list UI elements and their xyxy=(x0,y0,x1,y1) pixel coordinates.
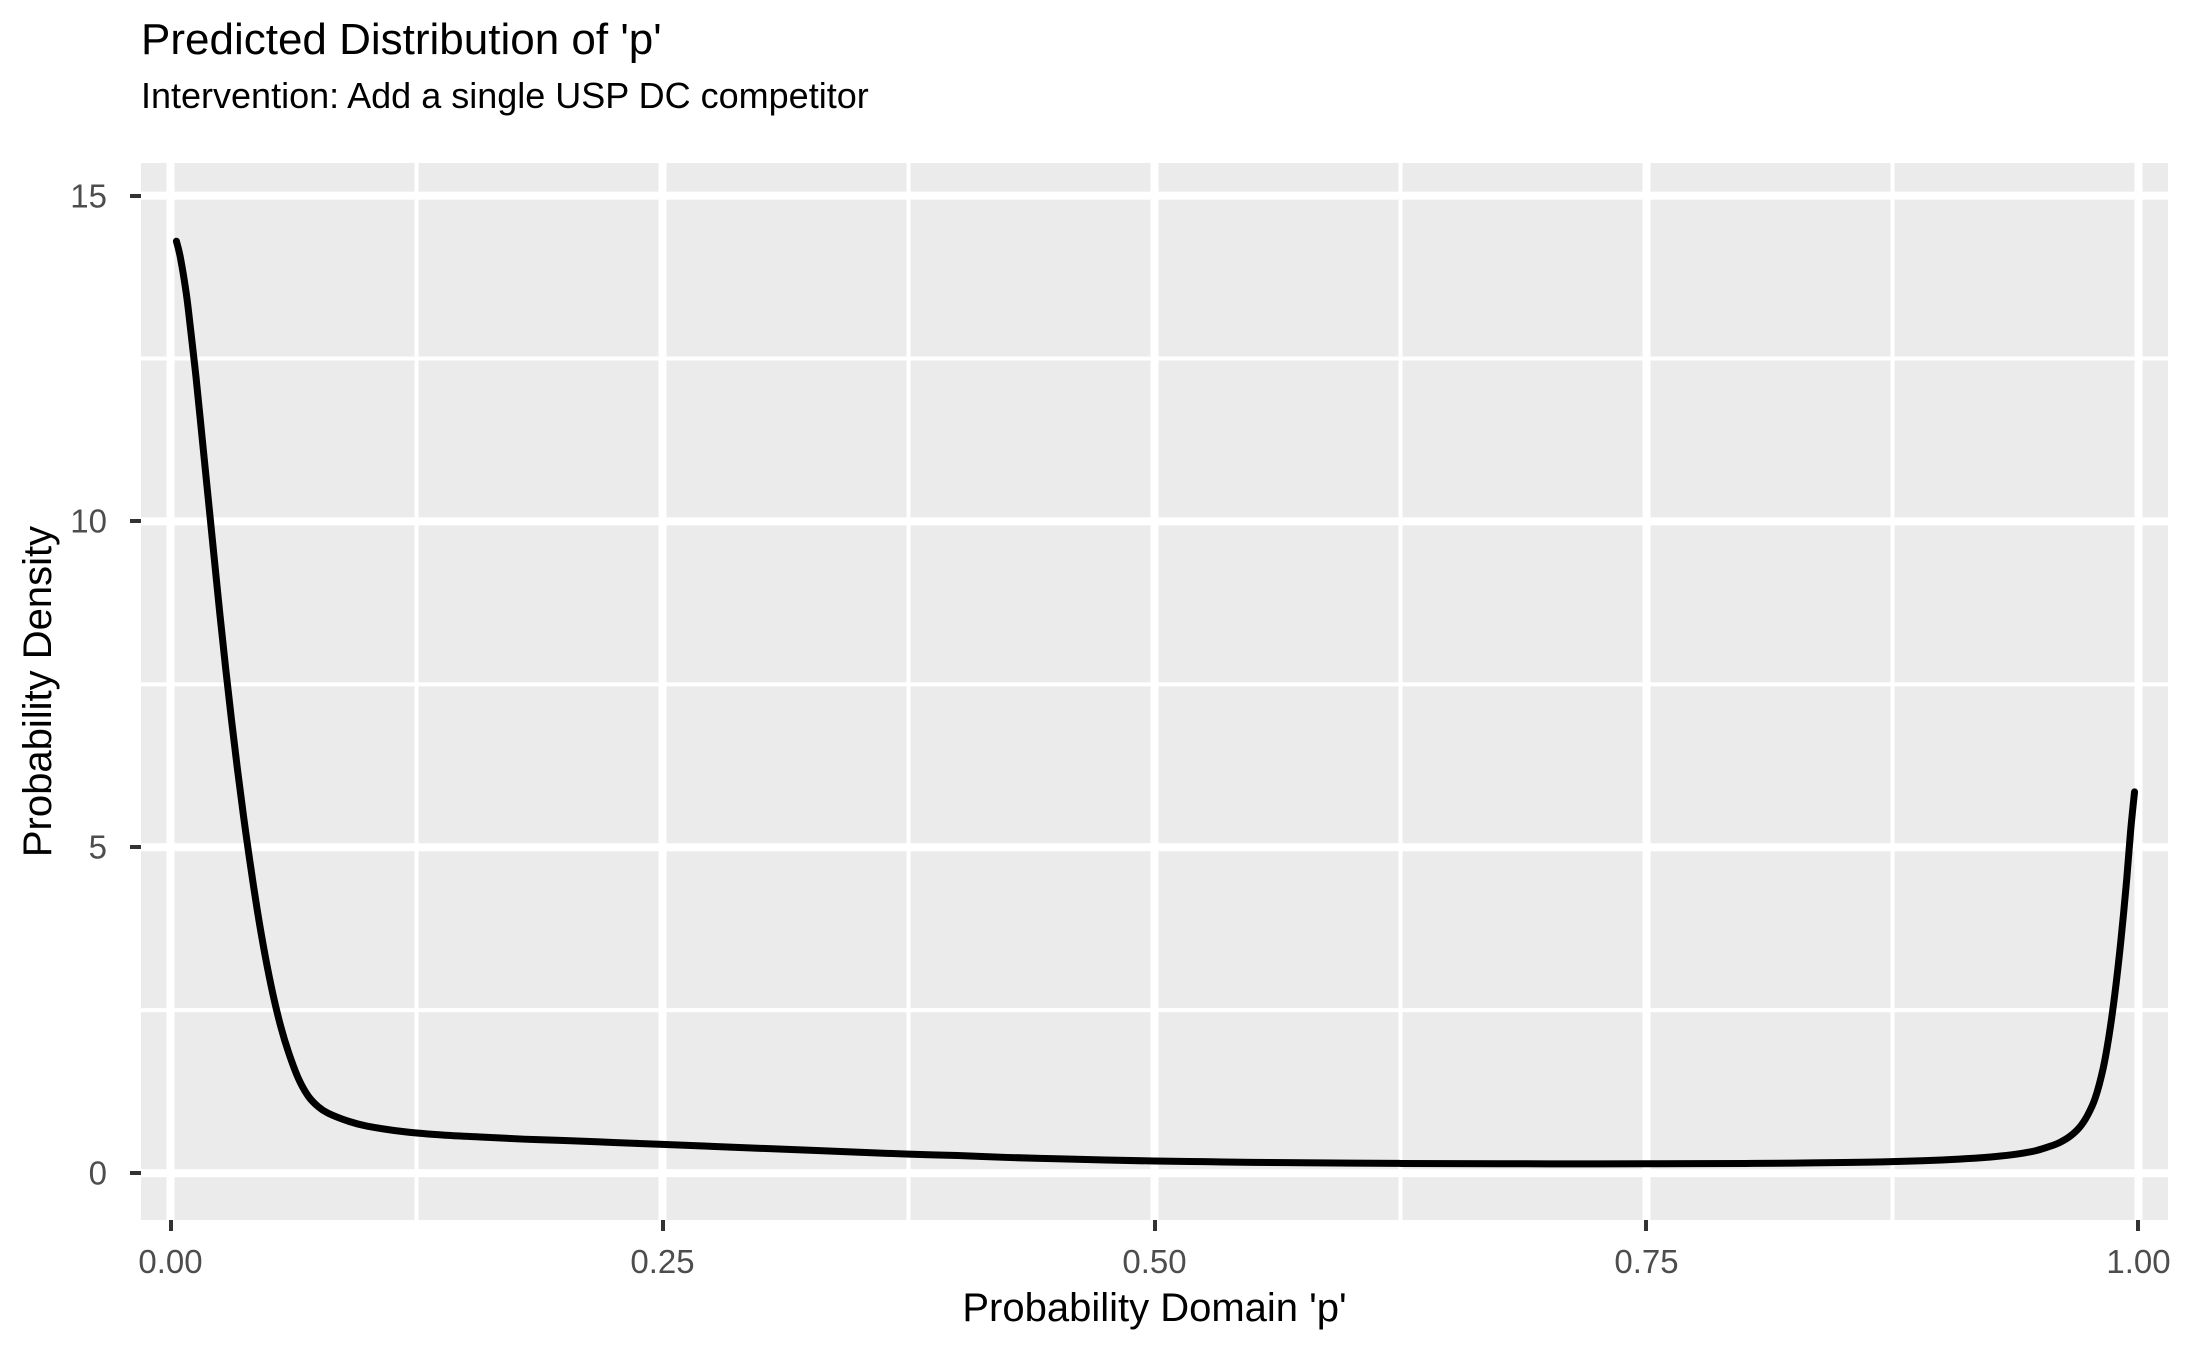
plot-subtitle: Intervention: Add a single USP DC compet… xyxy=(141,75,869,116)
y-axis-tick-mark xyxy=(130,845,141,850)
x-axis-tick-mark xyxy=(1644,1220,1649,1231)
y-axis-tick-label: 5 xyxy=(88,828,107,866)
x-axis-tick-label: 1.00 xyxy=(2106,1243,2171,1280)
x-axis-tick-label: 0.50 xyxy=(1122,1243,1187,1280)
y-axis-tick-labels: 15 10 5 0 xyxy=(0,0,107,1350)
y-axis-title: Probability Density xyxy=(16,525,60,858)
y-axis-tick-label: 10 xyxy=(70,502,107,540)
x-axis-tick-label: 0.25 xyxy=(630,1243,695,1280)
x-axis-tick-mark xyxy=(660,1220,665,1231)
x-axis-tick-mark xyxy=(1152,1220,1157,1231)
y-axis-tick-mark xyxy=(130,193,141,198)
plot-area-svg xyxy=(141,163,2168,1220)
y-axis-tick-label: 0 xyxy=(88,1154,107,1192)
density-curve xyxy=(172,237,2139,1168)
x-axis-tick-mark xyxy=(168,1220,173,1231)
gridlines-major xyxy=(141,163,2168,1220)
x-axis-tick-mark xyxy=(2136,1220,2141,1231)
plot-panel xyxy=(141,163,2168,1220)
y-axis-tick-marks xyxy=(0,0,141,1350)
page-title: Predicted Distribution of 'p' xyxy=(141,15,662,64)
y-axis-tick-mark xyxy=(130,519,141,524)
y-axis-tick-label: 15 xyxy=(70,177,107,215)
y-axis-tick-mark xyxy=(130,1171,141,1176)
x-axis-tick-label: 0.00 xyxy=(138,1243,203,1280)
x-axis-title: Probability Domain 'p' xyxy=(962,1286,1347,1330)
x-axis-tick-label: 0.75 xyxy=(1614,1243,1679,1280)
